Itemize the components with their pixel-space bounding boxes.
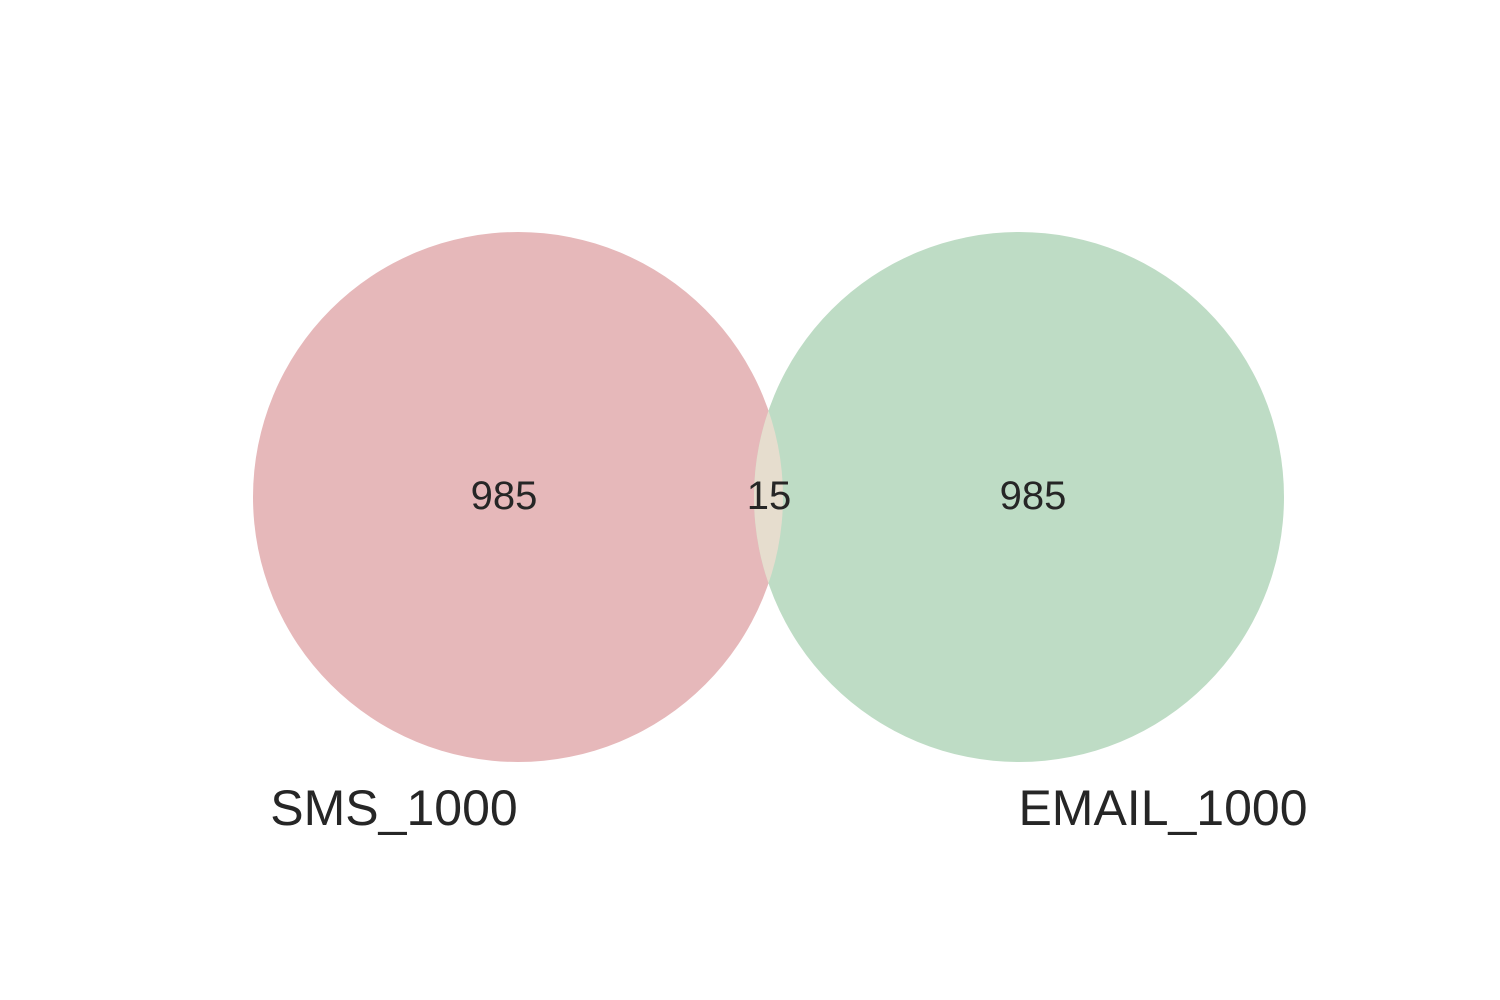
set-circle-email [754, 232, 1284, 762]
count-intersection: 15 [747, 474, 792, 518]
count-sms-only: 985 [471, 474, 538, 518]
set-label-sms: SMS_1000 [270, 780, 517, 836]
set-circle-sms [253, 232, 783, 762]
set-label-email: EMAIL_1000 [1018, 780, 1307, 836]
count-email-only: 985 [1000, 474, 1067, 518]
